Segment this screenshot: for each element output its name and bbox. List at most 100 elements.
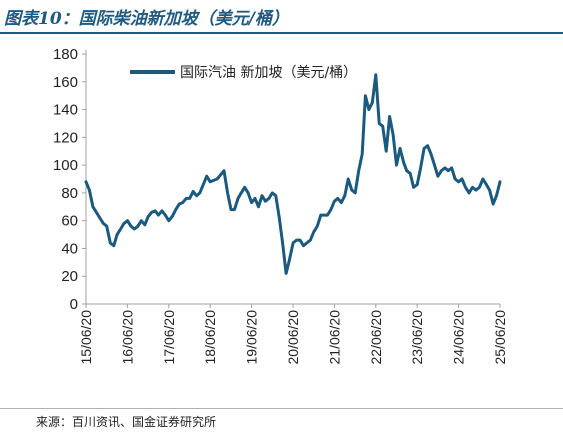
data-point — [115, 233, 119, 236]
data-point — [309, 238, 312, 242]
data-point — [109, 241, 112, 245]
data-point — [395, 163, 398, 167]
data-point — [150, 211, 153, 214]
data-point — [112, 244, 116, 247]
data-point — [433, 163, 436, 167]
y-axis: 0 20 40 60 80 100 120 140 160 180 — [53, 46, 87, 313]
data-point — [222, 169, 226, 172]
series-layer — [84, 73, 502, 275]
x-tick-label: 16/06/20 — [119, 310, 135, 365]
data-point — [381, 125, 384, 128]
data-point — [402, 161, 405, 164]
data-point — [181, 201, 184, 204]
data-point — [250, 201, 253, 204]
data-point — [171, 215, 174, 218]
figure-title: 图表10：国际柴油新加坡（美元/桶） — [4, 9, 289, 29]
data-point — [236, 197, 240, 200]
data-point — [471, 186, 474, 189]
data-point — [264, 200, 267, 203]
data-point — [436, 175, 440, 178]
x-tick-label: 21/06/20 — [326, 310, 342, 365]
data-point — [195, 194, 198, 197]
data-point — [443, 166, 447, 170]
data-point — [154, 209, 157, 213]
data-point — [474, 188, 478, 192]
data-point — [102, 222, 105, 225]
data-point — [495, 194, 498, 197]
legend-label: 国际汽油 新加坡（美元/桶） — [180, 65, 357, 81]
data-point — [274, 194, 277, 197]
data-point — [333, 200, 336, 203]
data-point — [88, 188, 91, 192]
data-point — [212, 179, 215, 182]
y-tick-label: 60 — [61, 213, 78, 230]
y-tick-label: 180 — [53, 46, 78, 63]
data-point — [298, 238, 302, 242]
data-point — [419, 166, 422, 170]
data-point — [364, 94, 367, 97]
data-point — [354, 191, 357, 195]
data-point — [447, 169, 450, 172]
y-tick-label: 0 — [70, 296, 78, 313]
data-point — [460, 177, 464, 181]
data-point — [405, 169, 408, 172]
data-point — [416, 183, 419, 186]
data-point — [329, 208, 333, 211]
data-point — [409, 172, 412, 175]
data-point — [167, 219, 170, 222]
footer-rule — [0, 408, 563, 409]
data-point — [488, 188, 491, 192]
data-point — [312, 230, 315, 233]
data-point — [440, 169, 443, 172]
data-point — [202, 183, 205, 186]
data-point — [278, 216, 281, 220]
data-point — [378, 122, 381, 125]
data-point — [429, 152, 433, 156]
data-point — [174, 208, 177, 211]
data-point — [319, 213, 322, 217]
data-point — [105, 225, 108, 228]
y-tick-label: 80 — [61, 185, 78, 202]
data-point — [388, 115, 391, 118]
data-point — [288, 258, 291, 261]
data-point — [357, 169, 360, 172]
data-point — [178, 202, 181, 206]
data-point — [84, 180, 88, 183]
data-point — [485, 183, 488, 186]
data-point — [343, 194, 346, 197]
data-point — [398, 147, 402, 150]
data-point — [164, 213, 167, 217]
data-point — [467, 191, 471, 195]
data-point — [281, 241, 284, 245]
y-tick-label: 160 — [53, 74, 78, 91]
data-point — [226, 191, 229, 195]
data-point — [133, 227, 136, 231]
data-point — [271, 191, 274, 195]
y-tick-label: 40 — [61, 240, 78, 257]
data-point — [160, 209, 164, 213]
data-point — [305, 241, 309, 245]
data-point — [129, 225, 133, 228]
data-point — [374, 73, 377, 76]
data-point — [253, 197, 257, 200]
data-point — [453, 177, 457, 181]
y-tick-label: 140 — [53, 102, 78, 119]
y-tick-label: 20 — [61, 268, 78, 285]
x-tick-label: 17/06/20 — [161, 310, 177, 365]
data-point — [91, 205, 95, 208]
x-tick-label: 22/06/20 — [368, 310, 384, 365]
data-point — [233, 208, 236, 211]
data-point — [95, 211, 98, 214]
data-point — [198, 191, 201, 195]
data-point — [191, 190, 195, 193]
data-point — [122, 222, 126, 225]
data-point — [371, 101, 374, 104]
source-note: 来源：百川资讯、国金证券研究所 — [36, 415, 217, 429]
data-point — [98, 216, 102, 220]
data-point — [257, 205, 260, 208]
data-point — [391, 133, 395, 136]
data-point — [219, 173, 222, 176]
data-point — [143, 223, 146, 226]
data-point — [267, 197, 271, 200]
y-tick-label: 100 — [53, 157, 78, 174]
